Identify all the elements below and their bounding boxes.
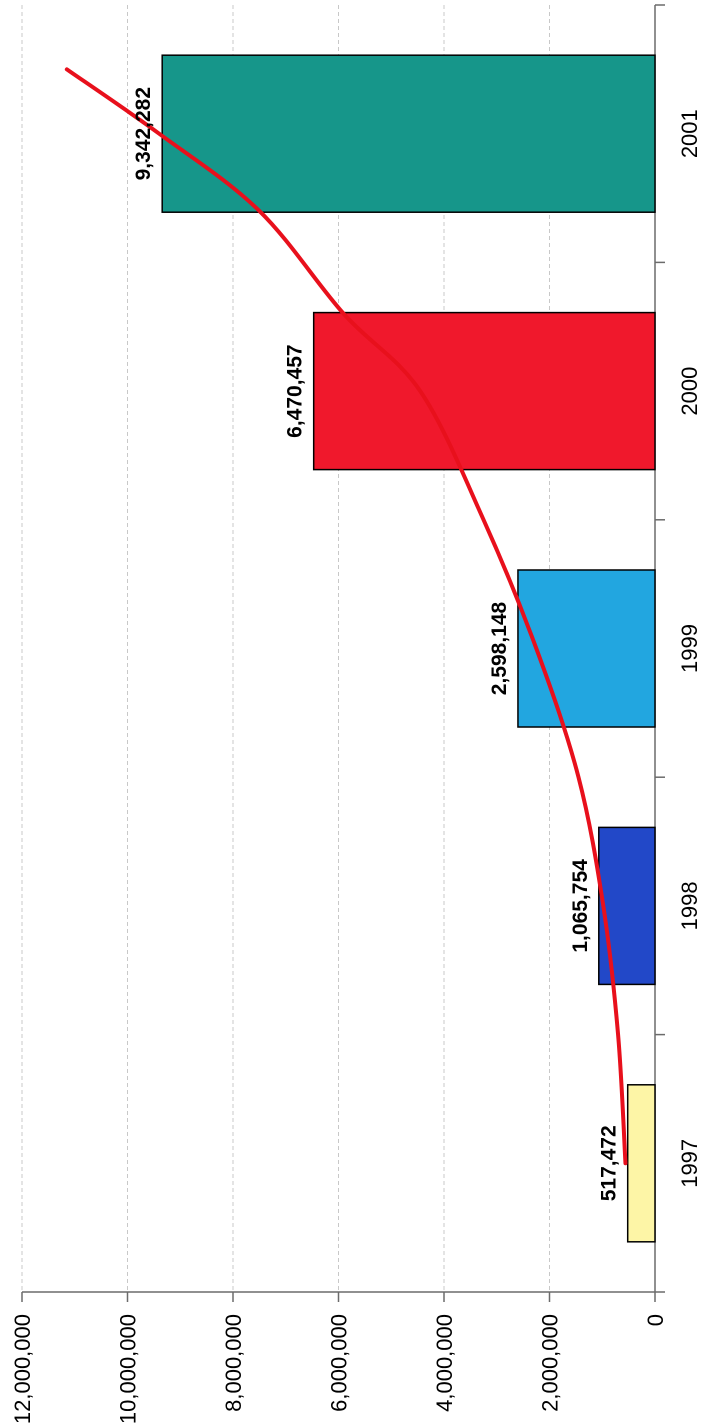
category-label: 2001 — [677, 109, 702, 158]
labels: 0 2,000,000 4,000,000 6,000,000 8,000,000 10,… — [10, 87, 702, 1424]
data-label: 1,065,754 — [569, 859, 592, 953]
value-tick-label: 4,000,000 — [432, 1314, 457, 1412]
data-label: 517,472 — [598, 1125, 621, 1201]
value-tick-label: 2,000,000 — [538, 1314, 563, 1412]
bars — [161, 54, 656, 1243]
category-label: 1999 — [677, 624, 702, 673]
value-tick-label: 8,000,000 — [221, 1314, 246, 1412]
bar — [626, 1084, 656, 1243]
trendline-layer — [64, 67, 628, 1166]
bar — [598, 826, 656, 986]
trendline — [64, 67, 628, 1166]
data-label: 2,598,148 — [488, 601, 511, 695]
gridlines — [21, 5, 550, 1292]
value-tick-label: 10,000,000 — [116, 1314, 141, 1424]
value-tick-label: 12,000,000 — [10, 1314, 35, 1424]
bar — [517, 569, 656, 728]
value-tick-label: 6,000,000 — [327, 1314, 352, 1412]
category-label: 1997 — [677, 1139, 702, 1188]
value-tick-label: 0 — [643, 1314, 668, 1326]
category-label: 2000 — [677, 367, 702, 416]
category-label: 1998 — [677, 881, 702, 930]
data-label: 9,342,282 — [132, 87, 155, 180]
data-label: 6,470,457 — [284, 344, 307, 437]
